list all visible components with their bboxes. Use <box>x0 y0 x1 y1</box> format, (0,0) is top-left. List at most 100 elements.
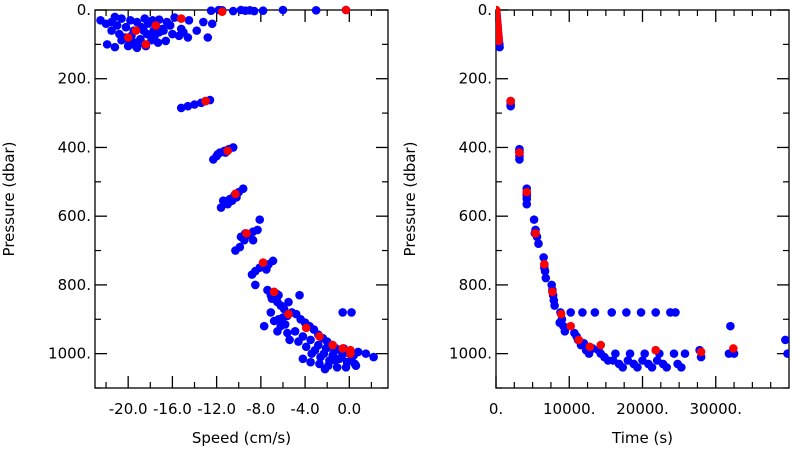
blue-point <box>307 349 317 358</box>
blue-point <box>190 100 199 109</box>
blue-point <box>677 363 686 372</box>
blue-point <box>625 349 635 358</box>
red-point <box>696 347 706 357</box>
red-point <box>201 96 210 106</box>
blue-point <box>153 38 163 47</box>
blue-point <box>206 6 216 15</box>
red-point <box>585 342 595 352</box>
blue-point <box>294 337 303 346</box>
blue-point <box>283 328 292 338</box>
red-point <box>217 7 227 17</box>
red-point <box>566 321 576 331</box>
blue-point <box>112 21 122 30</box>
data-points <box>96 5 378 374</box>
blue-point <box>578 308 587 317</box>
time-pressure-panel: 0. 200. 400. 600. 800. 1000. 0. 10000. 20000. 300… <box>401 1 790 447</box>
blue-point <box>623 356 633 365</box>
blue-point <box>102 40 112 49</box>
blue-point <box>280 320 290 329</box>
blue-point <box>618 363 628 372</box>
blue-point <box>110 12 120 22</box>
red-point <box>269 287 279 297</box>
blue-point <box>783 349 789 358</box>
x-tick-label: 0.0 <box>337 400 361 418</box>
blue-point <box>235 242 245 252</box>
red-point <box>506 96 515 106</box>
x-tick-label: -8.0 <box>246 400 275 418</box>
blue-point <box>183 33 193 42</box>
blue-point <box>636 308 646 317</box>
red-point <box>223 146 232 156</box>
y-tick-label: 800. <box>459 276 492 294</box>
blue-point <box>121 22 131 32</box>
red-point <box>231 189 240 199</box>
blue-point <box>183 101 193 111</box>
blue-point <box>278 5 288 15</box>
blue-point <box>262 265 271 274</box>
blue-point <box>566 308 576 317</box>
x-tick-label: 20000. <box>616 400 669 418</box>
blue-point <box>611 349 620 358</box>
red-point <box>651 345 660 355</box>
red-point <box>496 36 504 46</box>
red-point <box>242 229 251 238</box>
y-tick-label: 800. <box>58 276 91 294</box>
red-point <box>515 148 524 157</box>
blue-point <box>184 16 194 25</box>
blue-point <box>541 273 551 283</box>
blue-point <box>330 356 340 365</box>
blue-point <box>306 357 315 367</box>
red-point <box>258 258 268 267</box>
red-point <box>540 259 549 269</box>
speed-pressure-panel: 0. 200. 400. 600. 800. 1000. -20.0 -16.0 -12.0 -8… <box>0 1 389 447</box>
red-point <box>346 349 355 358</box>
data-points <box>496 5 789 372</box>
blue-point <box>341 363 351 372</box>
y-axis-label: Pressure (dbar) <box>0 142 18 257</box>
red-point <box>596 340 606 350</box>
blue-point <box>633 363 642 372</box>
x-tick-label: 10000. <box>543 400 596 418</box>
blue-point <box>268 256 278 266</box>
y-tick-label: 1000. <box>48 345 91 363</box>
blue-point <box>170 13 179 22</box>
blue-point <box>640 349 649 358</box>
blue-point <box>248 235 258 245</box>
blue-point <box>255 215 265 224</box>
blue-point <box>651 308 660 317</box>
blue-point <box>123 41 133 51</box>
blue-point <box>117 35 126 45</box>
red-point <box>574 335 584 345</box>
blue-point <box>290 327 300 336</box>
blue-point <box>607 308 617 317</box>
red-point <box>341 5 351 15</box>
red-point <box>176 14 186 23</box>
x-tick-label: -20.0 <box>109 400 148 418</box>
blue-point <box>203 33 213 42</box>
red-point <box>301 323 311 333</box>
y-tick-label: 400. <box>459 138 492 156</box>
y-tick-label: 400. <box>58 138 91 156</box>
blue-point <box>338 308 347 317</box>
blue-point <box>351 361 361 370</box>
blue-point <box>136 34 145 44</box>
blue-point <box>652 356 662 365</box>
blue-point <box>529 215 539 224</box>
y-tick-label: 600. <box>459 207 492 225</box>
red-point <box>522 187 532 197</box>
blue-point <box>671 308 680 317</box>
blue-point <box>295 290 304 300</box>
blue-point <box>273 327 282 336</box>
blue-point <box>285 335 294 345</box>
red-point <box>315 332 324 341</box>
blue-point <box>107 26 116 35</box>
red-point <box>556 309 566 319</box>
y-tick-label: 200. <box>58 70 91 88</box>
blue-point <box>284 297 293 307</box>
blue-point <box>347 308 356 317</box>
x-axis-label: Speed (cm/s) <box>192 429 291 447</box>
blue-point <box>539 253 548 262</box>
blue-point <box>301 342 311 352</box>
blue-point <box>369 352 378 362</box>
blue-point <box>638 356 647 365</box>
